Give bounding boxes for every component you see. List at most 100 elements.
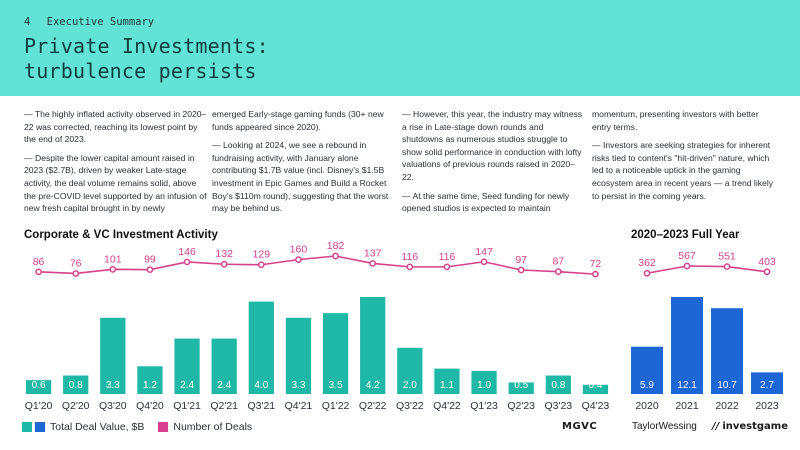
page-title: Private Investments: turbulence persists xyxy=(24,34,269,84)
deal-count-label: 567 xyxy=(678,250,696,262)
bar-value-label: 2.4 xyxy=(217,380,231,391)
deal-point xyxy=(295,256,302,263)
x-tick-label: Q1'21 xyxy=(173,400,201,412)
page-title-line-1: Private Investments: xyxy=(24,34,269,58)
deal-count-label: 147 xyxy=(475,246,493,258)
chart-legend: Total Deal Value, $B Number of Deals xyxy=(22,420,266,434)
deal-point xyxy=(109,266,117,273)
page-label: 4 Executive Summary xyxy=(24,16,154,28)
bar-value-label: 4.2 xyxy=(366,380,380,391)
x-tick-label: Q2'22 xyxy=(359,400,387,412)
legend-deals-label: Number of Deals xyxy=(173,421,253,433)
bar xyxy=(751,372,783,394)
deal-count-label: 116 xyxy=(401,251,418,263)
annual-chart-title: 2020–2023 Full Year xyxy=(631,229,740,241)
bar-value-label: 1.1 xyxy=(440,380,454,391)
bar xyxy=(582,384,609,394)
deal-point xyxy=(763,268,771,276)
x-tick-label: Q2'20 xyxy=(62,400,90,412)
x-tick-label: 2021 xyxy=(675,400,699,412)
bar-value-label: 0.4 xyxy=(588,380,602,391)
bar xyxy=(285,317,312,394)
bar xyxy=(397,347,423,394)
paragraph: — The highly inflated activity observed … xyxy=(24,109,207,145)
deal-count-label: 87 xyxy=(552,256,564,268)
deal-count-label: 99 xyxy=(144,254,156,266)
deals-line xyxy=(646,265,768,275)
deal-point xyxy=(332,252,339,260)
deal-point xyxy=(220,260,228,268)
deal-count-label: 101 xyxy=(104,253,122,265)
mgvc-logo: MGVC xyxy=(562,421,598,432)
bar-value-label: 1.0 xyxy=(477,380,491,391)
bar xyxy=(100,317,126,394)
bar xyxy=(322,313,349,394)
deal-point xyxy=(480,258,488,266)
deal-point xyxy=(35,268,42,276)
bar-value-label: 3.5 xyxy=(329,380,343,391)
bar-value-label: 0.6 xyxy=(32,380,46,391)
deal-count-label: 97 xyxy=(515,254,527,266)
bar xyxy=(25,380,52,394)
x-tick-label: Q4'20 xyxy=(136,400,164,412)
x-tick-label: 2022 xyxy=(715,400,739,412)
bar-value-label: 0.8 xyxy=(69,380,83,391)
taylorwessing-logo: TaylorWessing xyxy=(632,421,697,432)
deal-point xyxy=(72,270,80,277)
investgame-logo: //investgame xyxy=(712,421,788,435)
legend-value-label: Total Deal Value, $B xyxy=(50,421,145,433)
deal-count-label: 76 xyxy=(70,257,82,269)
x-tick-label: Q1'20 xyxy=(25,400,53,412)
bar xyxy=(360,297,386,394)
bar xyxy=(63,375,89,394)
text-column-2: emerged Early-stage gaming funds (30+ ne… xyxy=(212,108,396,221)
bar-value-label: 2.7 xyxy=(760,380,774,391)
deal-point xyxy=(643,269,651,277)
x-tick-label: 2020 xyxy=(635,400,659,412)
deal-count-label: 551 xyxy=(718,251,736,263)
bar-value-label: 10.7 xyxy=(717,380,737,391)
deal-point xyxy=(369,260,377,267)
deal-point xyxy=(443,263,451,271)
x-tick-label: Q1'22 xyxy=(322,400,350,412)
bar xyxy=(711,308,743,394)
bar-value-label: 3.3 xyxy=(106,380,120,391)
legend-pink-swatch xyxy=(158,422,169,432)
page-title-line-2: turbulence persists xyxy=(24,59,257,83)
deal-point xyxy=(406,263,414,271)
investgame-logo-text: investgame xyxy=(722,421,789,432)
x-tick-label: 2023 xyxy=(755,400,779,412)
deal-count-label: 160 xyxy=(290,244,308,256)
deal-point xyxy=(554,268,562,276)
paragraph: — Looking at 2024, we see a rebound in f… xyxy=(212,140,389,214)
bar xyxy=(631,346,663,394)
deal-count-label: 403 xyxy=(758,256,776,268)
paragraph: emerged Early-stage gaming funds (30+ ne… xyxy=(212,109,384,132)
deal-point xyxy=(517,266,525,274)
header-banner: 4 Executive Summary Private Investments:… xyxy=(0,0,800,96)
text-column-3: — However, this year, the industry may w… xyxy=(402,108,586,221)
paragraph: — At the same time, Seed funding for new… xyxy=(402,190,570,214)
deals-line xyxy=(38,255,596,275)
legend-teal-swatch xyxy=(22,422,32,432)
deal-count-label: 132 xyxy=(215,248,233,260)
bar xyxy=(471,370,497,394)
bar xyxy=(248,301,274,394)
x-tick-label: Q2'23 xyxy=(507,400,535,412)
quarterly-chart-title: Corporate & VC Investment Activity xyxy=(24,229,218,241)
bar xyxy=(137,366,163,394)
bar-value-label: 4.0 xyxy=(254,380,268,391)
paragraph: momentum, presenting investors with bett… xyxy=(592,109,759,132)
x-tick-label: Q4'23 xyxy=(582,400,610,412)
bar xyxy=(508,382,534,394)
bar-value-label: 2.0 xyxy=(403,380,417,391)
bar xyxy=(174,338,200,394)
deal-count-label: 362 xyxy=(638,257,656,269)
x-tick-label: Q4'22 xyxy=(433,400,461,412)
deal-count-label: 86 xyxy=(33,256,45,268)
legend-blue-swatch xyxy=(35,422,45,432)
x-tick-label: Q3'20 xyxy=(99,400,127,412)
deal-count-label: 116 xyxy=(439,251,456,263)
bar-value-label: 0.8 xyxy=(551,380,565,391)
